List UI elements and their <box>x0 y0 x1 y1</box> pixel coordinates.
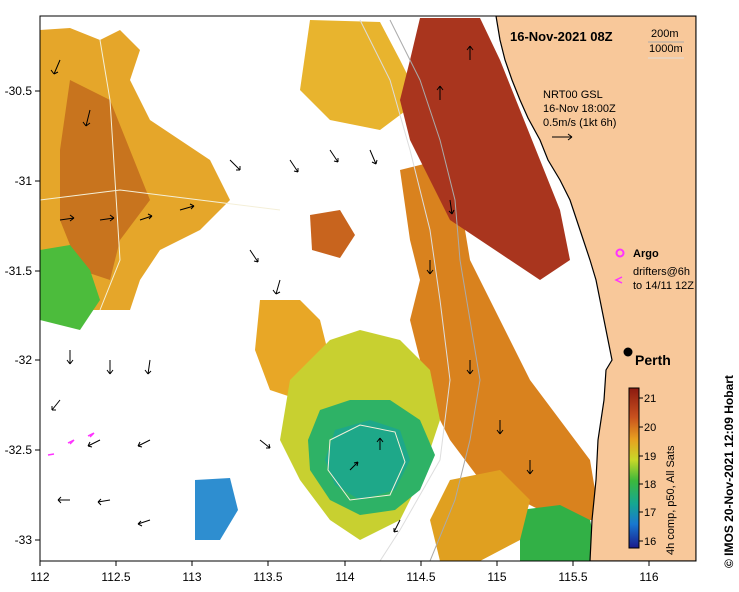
drifters-label-line1: drifters@6h <box>633 266 690 278</box>
colorbar-caption: 4h comp, p50, All Sats <box>665 445 677 555</box>
colorbar-label: 17 <box>644 507 656 519</box>
colorbar-label: 18 <box>644 479 656 491</box>
x-tick-label: 115.5 <box>558 570 587 584</box>
y-tick-label: -32 <box>15 353 33 367</box>
x-axis-ticks <box>40 561 649 566</box>
x-tick-label: 115 <box>487 570 506 584</box>
map-title: 16-Nov-2021 08Z <box>510 29 613 44</box>
city-label-perth: Perth <box>635 352 671 368</box>
x-tick-label: 113 <box>182 570 201 584</box>
x-tick-label: 114.5 <box>406 570 435 584</box>
depth-legend-1000m: 1000m <box>649 43 683 55</box>
current-model-label: NRT00 GSL <box>543 89 603 101</box>
y-tick-label: -30.5 <box>5 84 33 98</box>
y-axis-labels: -30.5 -31 -31.5 -32 -32.5 -33 <box>5 84 33 547</box>
current-time-label: 16-Nov 18:00Z <box>543 103 616 115</box>
colorbar-label: 21 <box>644 393 656 405</box>
colorbar-label: 20 <box>644 422 656 434</box>
x-tick-label: 113.5 <box>253 570 282 584</box>
drifters-label-line2: to 14/11 12Z <box>633 280 694 292</box>
depth-legend-200m: 200m <box>651 28 679 40</box>
sst-colorbar <box>629 388 639 548</box>
colorbar-label: 19 <box>644 451 656 463</box>
argo-label: Argo <box>633 248 659 260</box>
current-scale-label: 0.5m/s (1kt 6h) <box>543 117 616 129</box>
y-tick-label: -32.5 <box>5 443 33 457</box>
x-axis-labels: 112 112.5 113 113.5 114 114.5 115 115.5 … <box>30 570 658 584</box>
x-tick-label: 112 <box>30 570 49 584</box>
y-tick-label: -33 <box>15 533 33 547</box>
credit-text: © IMOS 20-Nov-2021 12:09 Hobart <box>722 375 736 568</box>
x-tick-label: 116 <box>639 570 658 584</box>
y-tick-label: -31 <box>15 174 33 188</box>
y-axis-ticks <box>35 91 40 540</box>
x-tick-label: 112.5 <box>101 570 130 584</box>
perth-marker <box>624 348 633 357</box>
y-tick-label: -31.5 <box>5 264 33 278</box>
colorbar-label: 16 <box>644 536 656 548</box>
x-tick-label: 114 <box>335 570 354 584</box>
